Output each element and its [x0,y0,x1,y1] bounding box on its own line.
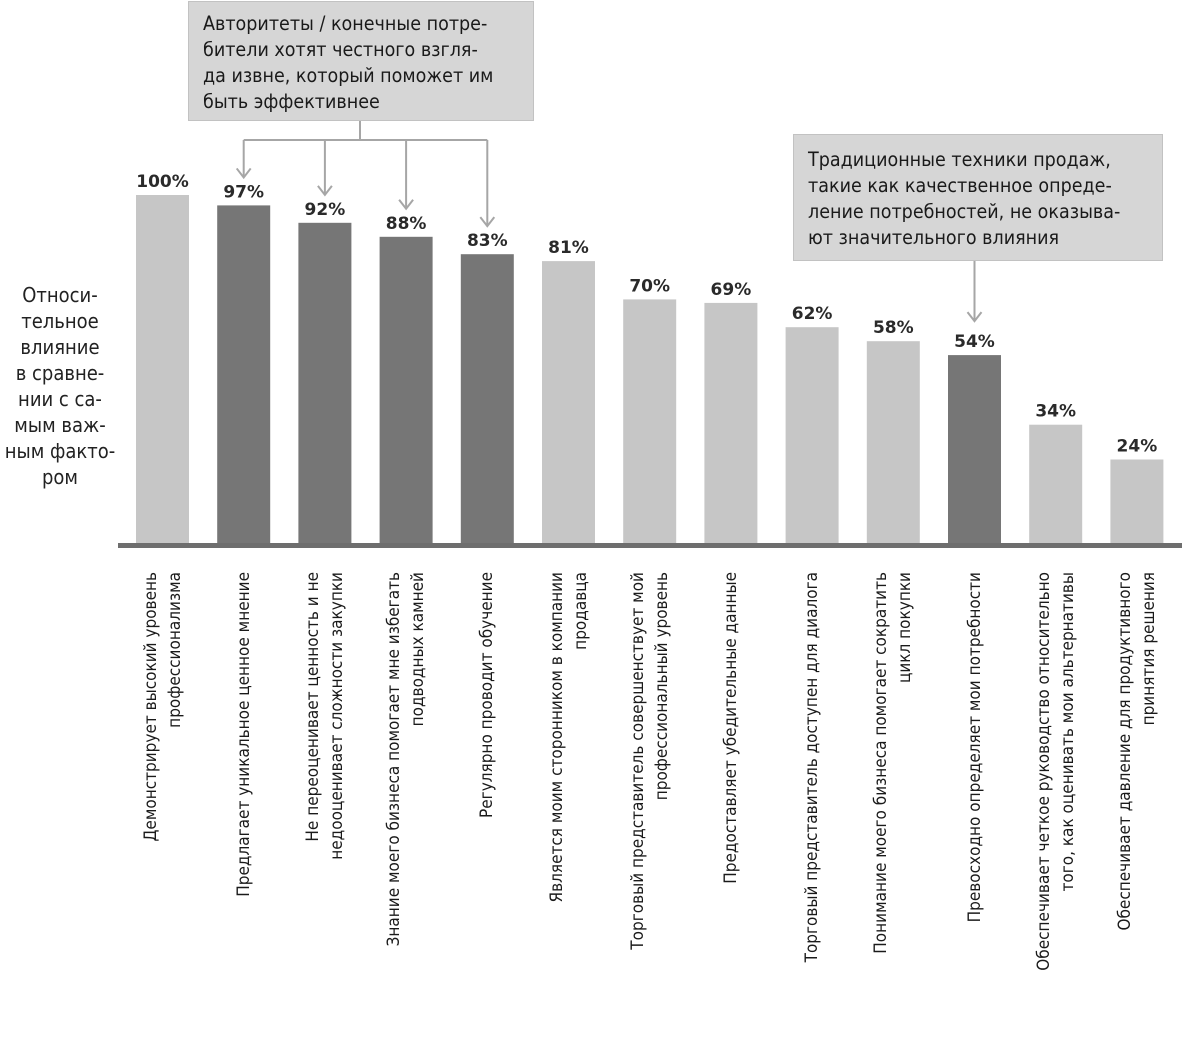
category-label-1: Демонстрирует высокий уровень профессиона… [135,572,191,1042]
value-label-5: 83% [467,231,508,251]
bar-10 [866,341,920,543]
bar-7 [623,299,677,543]
callout-line: да извне, который поможет им [203,64,494,87]
category-label-3: Не переоценивает ценность и не недооценив… [297,572,353,1042]
bar-1 [136,195,189,543]
value-labels: 100% 97% 92% 88% 83% 81% 70% 69% 62% 58% 54% 34% 24% [136,172,1157,457]
bar-8 [704,302,758,543]
category-label-line: подводных камней [408,572,429,727]
category-label-line: профессионализма [164,572,185,728]
category-label-5: Регулярно проводит обучение [459,572,515,1042]
callout-line: Авторитеты / конечные потре- [203,12,488,35]
bar-9 [785,327,839,543]
category-label-7: Торговый представитель совершенствует мо… [622,572,678,1042]
category-label-line: Не переоценивает ценность и не [302,572,323,842]
category-label-line: цикл покупки [895,572,916,684]
category-label-line: принятия решения [1138,572,1159,726]
category-label-4: Знание моего бизнеса помогает мне избега… [378,572,434,1042]
category-label-line: Торговый представитель совершенствует мо… [627,572,648,950]
bar-11 [948,355,1001,543]
value-label-3: 92% [305,200,346,220]
bar-3 [298,222,352,544]
callout-line: быть эффективнее [203,90,380,113]
callout-line: ление потребностей, не оказыва- [808,200,1121,223]
category-label-line: Обеспечивает давление для продуктивного [1114,572,1135,931]
value-label-4: 88% [386,214,427,234]
bar-4 [379,236,433,544]
category-label-line: того, как оценивать мои альтернативы [1057,572,1078,892]
category-label-line: Демонстрирует высокий уровень [140,572,161,842]
x-axis-baseline [118,543,1182,548]
value-label-11: 54% [954,332,995,352]
callout-line: ют значительного влияния [808,226,1060,249]
category-label-11: Превосходно определяет мои потребности [947,572,1003,1042]
value-label-1: 100% [136,172,189,192]
annotation-arrow-bar-3 [317,140,333,197]
value-label-13: 24% [1117,437,1158,457]
category-label-line: Понимание моего бизнеса помогает сократи… [871,572,892,954]
annotation-callout-authorities: Авторитеты / конечные потре-бители хотят… [188,1,534,121]
annotation-arrow-bar-5 [479,140,496,228]
category-label-9: Торговый представитель доступен для диал… [784,572,840,1042]
bar-2 [217,205,271,543]
value-label-10: 58% [873,318,914,338]
category-label-10: Понимание моего бизнеса помогает сократи… [865,572,921,1042]
category-label-line: Обеспечивает четкое руководство относите… [1033,572,1054,971]
bar-series [136,195,1164,544]
category-label-line: недооценивает сложности закупки [326,572,347,860]
y-axis-label-line: Относи- [22,283,98,307]
category-label-8: Предоставляет убедительные данные [703,572,759,1042]
y-axis-label-line: мым важ- [14,413,106,437]
bar-5 [460,254,514,543]
category-label-2: Предлагает уникальное ценное мнение [216,572,272,1042]
bar-13 [1110,459,1164,543]
callout-line: такие как качественное опреде- [808,174,1112,197]
callout-line: бители хотят честного взгля- [203,38,478,61]
category-label-6: Является моим сторонником в компании прод… [541,572,597,1042]
annotation-arrows [235,121,983,323]
category-label-line: профессиональный уровень [651,572,672,801]
value-label-2: 97% [223,182,264,202]
callout-line: Традиционные техники продаж, [808,148,1111,171]
category-label-13: Обеспечивает давление для продуктивного п… [1109,572,1165,1042]
value-label-9: 62% [792,304,833,324]
value-label-8: 69% [711,280,752,300]
value-label-12: 34% [1035,402,1076,422]
annotation-callout-traditional-techniques: Традиционные техники продаж, такие как ка… [793,134,1163,261]
y-axis-label-line: влияние [20,335,100,359]
category-label-line: Является моим сторонником в компании [546,572,567,903]
y-axis-label-line: в сравне- [15,361,105,385]
category-label-line: Торговый представитель доступен для диал… [802,572,823,963]
annotation-arrow-bar-2 [235,140,252,180]
category-label-line: продавца [570,572,591,650]
annotation-arrow-bar-11 [966,261,983,323]
y-axis-label: Относи-тельное влияние в сравне-нии с са-м… [4,282,116,490]
bar-6 [542,261,595,543]
category-label-line: Предлагает уникальное ценное мнение [233,572,254,897]
category-label-12: Обеспечивает четкое руководство относите… [1028,572,1084,1042]
y-axis-label-line: тельное [21,309,99,333]
category-label-line: Предоставляет убедительные данные [720,572,741,884]
y-axis-label-line: ром [41,465,78,489]
y-axis-label-line: ным факто- [4,439,116,463]
value-label-7: 70% [629,276,670,296]
bar-12 [1029,424,1083,543]
category-label-line: Превосходно определяет мои потребности [964,572,985,923]
y-axis-label-line: нии с са- [18,387,102,411]
category-label-line: Знание моего бизнеса помогает мне избега… [384,572,405,947]
category-label-line: Регулярно проводит обучение [477,572,498,818]
value-label-6: 81% [548,238,589,258]
annotation-arrow-bar-4 [398,140,414,211]
